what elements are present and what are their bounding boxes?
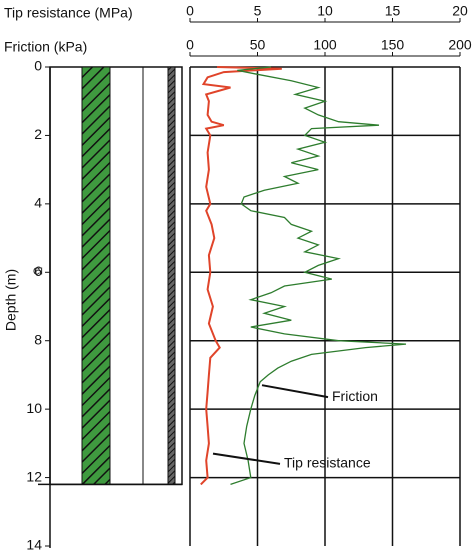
series-annotation: Tip resistance	[284, 455, 371, 471]
x-tick-label: 15	[385, 3, 401, 19]
soil-hatch	[81, 66, 111, 485]
leader-line	[212, 452, 281, 465]
y-tick-label: 6	[34, 263, 42, 279]
leader-line	[261, 384, 329, 399]
series-annotation: Friction	[332, 388, 378, 404]
y-tick-label: 4	[34, 195, 42, 211]
x2-tick-label: 150	[381, 37, 405, 53]
soil-column	[49, 66, 183, 486]
profile-line	[230, 66, 407, 486]
x2-tick-label: 0	[186, 37, 194, 53]
x-tick-label: 20	[452, 3, 468, 19]
soil-label: CI	[33, 266, 43, 277]
x2-tick-label: 200	[448, 37, 472, 53]
y-tick-label: 14	[26, 537, 42, 551]
y-tick-label: 10	[26, 400, 42, 416]
profile-line	[200, 66, 282, 486]
y-tick-label: 12	[26, 468, 42, 484]
y-tick-label: 0	[34, 58, 42, 74]
x2-tick-label: 50	[250, 37, 266, 53]
soil-strip	[167, 66, 176, 485]
x2-axis-title: Friction (kPa)	[4, 39, 87, 55]
x2-tick-label: 100	[313, 37, 337, 53]
y-tick-label: 8	[34, 331, 42, 347]
x-tick-label: 5	[254, 3, 262, 19]
y-axis-title: Depth (m)	[3, 269, 19, 331]
x-tick-label: 0	[186, 3, 194, 19]
x-tick-label: 10	[317, 3, 333, 19]
x-axis-title: Tip resistance (MPa)	[4, 5, 133, 21]
y-tick-label: 2	[34, 126, 42, 142]
